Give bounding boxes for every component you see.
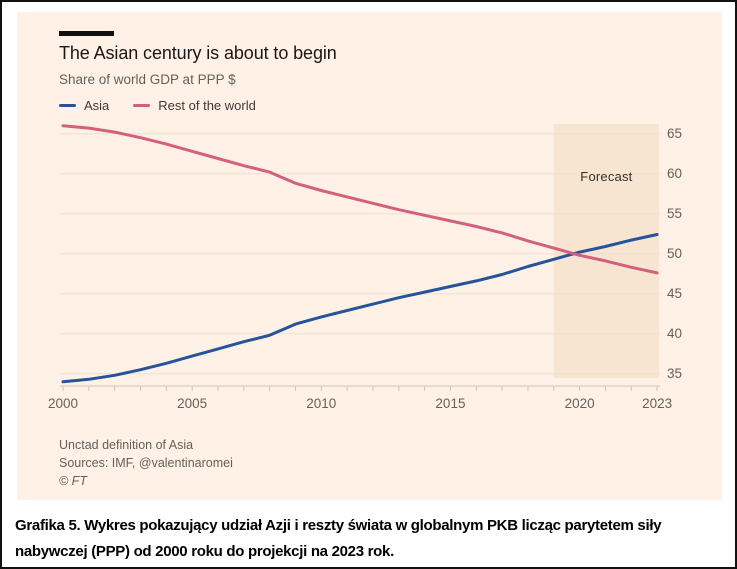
figure-caption: Grafika 5. Wykres pokazujący udział Azji… bbox=[15, 517, 662, 560]
title-rule bbox=[59, 31, 114, 36]
y-axis-label: 40 bbox=[667, 326, 682, 341]
legend-item-asia: Asia bbox=[59, 98, 109, 113]
y-axis-label: 35 bbox=[667, 366, 682, 381]
chart-footnotes: Unctad definition of Asia Sources: IMF, … bbox=[59, 436, 233, 490]
x-axis-label: 2023 bbox=[642, 396, 672, 411]
line-chart: 35 40 45 50 55 60 65 2000 2005 2010 2015 2020 2023 Fo… bbox=[48, 124, 682, 411]
x-axis-label: 2000 bbox=[48, 396, 78, 411]
y-axis-label: 65 bbox=[667, 126, 682, 141]
chart-subtitle: Share of world GDP at PPP $ bbox=[59, 72, 236, 87]
footnote-definition: Unctad definition of Asia bbox=[59, 438, 194, 452]
chart-legend: Asia Rest of the world bbox=[59, 98, 256, 113]
x-axis-label: 2015 bbox=[435, 396, 465, 411]
y-axis-label: 60 bbox=[667, 166, 682, 181]
legend-label-asia: Asia bbox=[84, 98, 110, 113]
chart-card: The Asian century is about to begin Shar… bbox=[17, 12, 722, 500]
legend-label-rest-of-world: Rest of the world bbox=[158, 98, 256, 113]
legend-item-rest-of-world: Rest of the world bbox=[133, 98, 256, 113]
y-axis-label: 55 bbox=[667, 206, 682, 221]
y-axis-label: 45 bbox=[667, 286, 682, 301]
chart-title: The Asian century is about to begin bbox=[59, 43, 337, 63]
legend-swatch-asia bbox=[59, 104, 76, 107]
forecast-band bbox=[553, 124, 659, 378]
footnote-sources: Sources: IMF, @valentinaromei bbox=[59, 456, 233, 470]
series-line-asia bbox=[61, 233, 659, 384]
x-axis-label: 2005 bbox=[177, 396, 207, 411]
x-axis-label: 2020 bbox=[565, 396, 595, 411]
footnote-copyright: © FT bbox=[59, 474, 87, 488]
x-axis-label: 2010 bbox=[306, 396, 336, 411]
series-line-rest-of-the-world bbox=[61, 124, 659, 275]
legend-swatch-rest-of-world bbox=[133, 104, 151, 107]
forecast-label: Forecast bbox=[580, 169, 632, 184]
y-axis-label: 50 bbox=[667, 246, 682, 261]
